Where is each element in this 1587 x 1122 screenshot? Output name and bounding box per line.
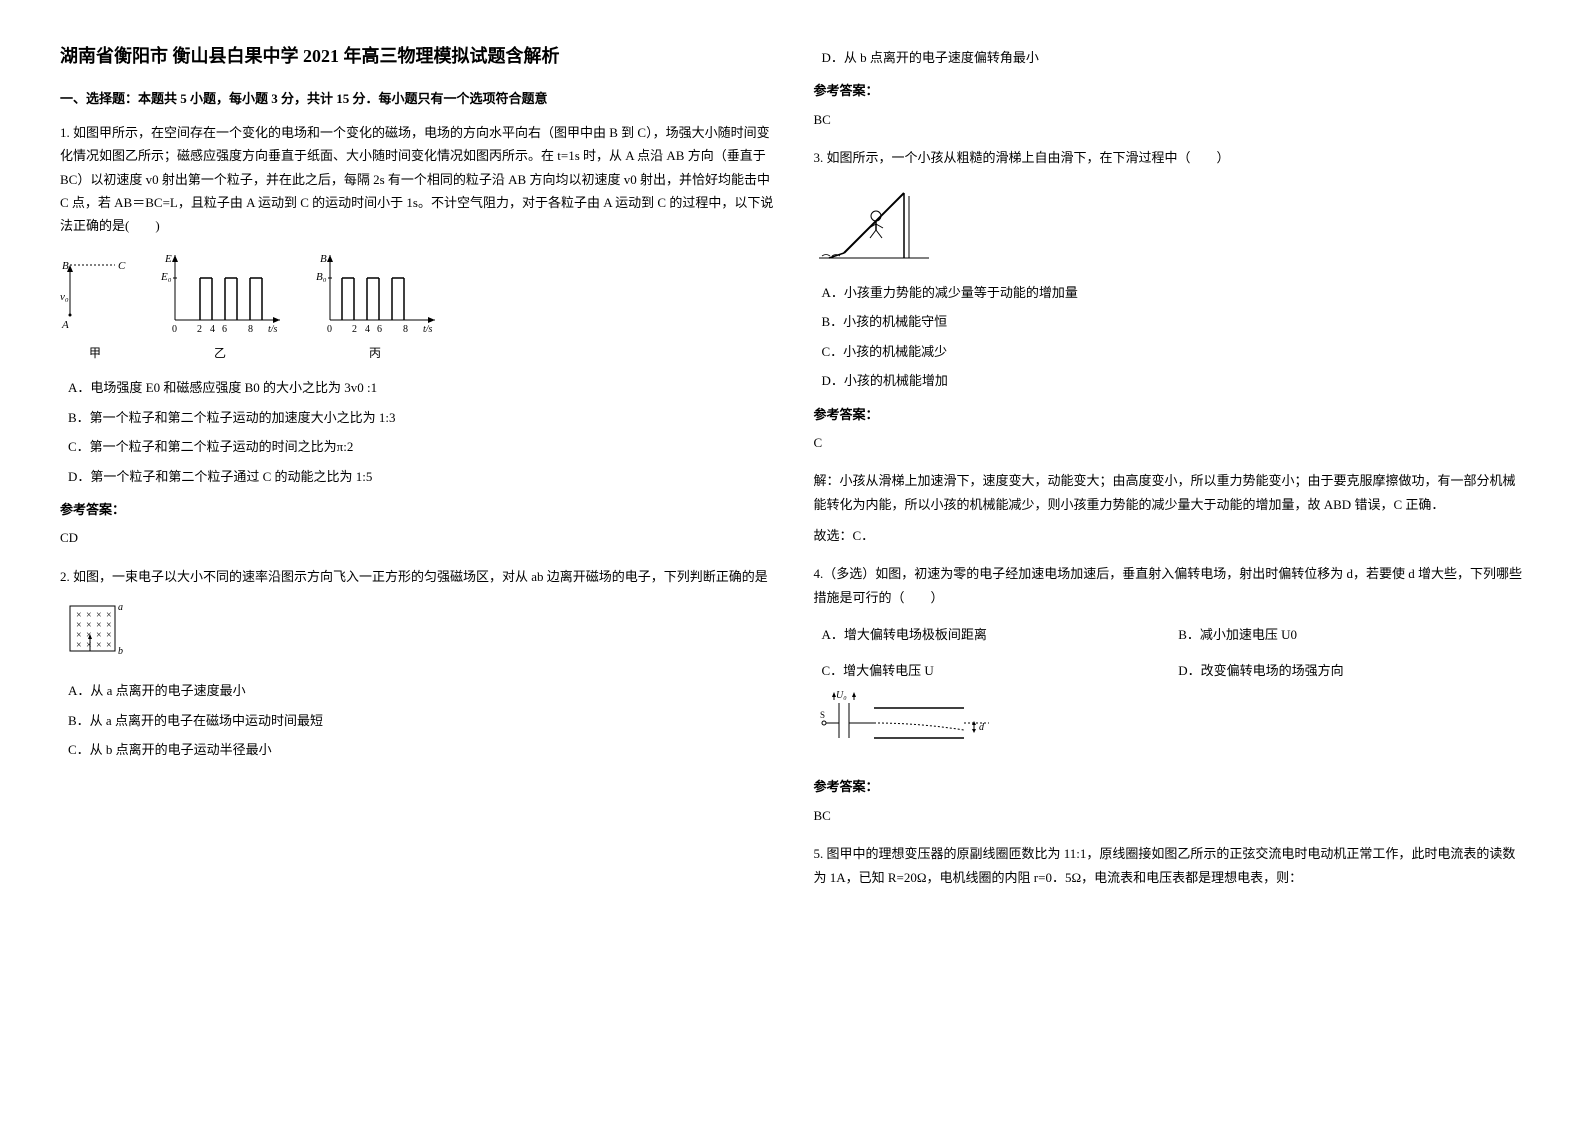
q2-option-a: A．从 a 点离开的电子速度最小 <box>60 679 774 702</box>
q4-answer: BC <box>814 804 1528 827</box>
diagram-bing: B B₀ 0 2 4 6 8 t/s <box>310 250 440 365</box>
label-yi: 乙 <box>155 343 285 365</box>
q1-option-a: A．电场强度 E0 和磁感应强度 B0 的大小之比为 3v0 :1 <box>60 376 774 399</box>
svg-text:8: 8 <box>403 324 408 335</box>
label-jia: 甲 <box>60 343 130 365</box>
svg-text:×: × <box>86 640 92 651</box>
svg-text:×: × <box>96 640 102 651</box>
q4-option-d: D．改变偏转电场的场强方向 <box>1170 659 1527 682</box>
question-4: 4.（多选）如图，初速为零的电子经加速电场加速后，垂直射入偏转电场，射出时偏转位… <box>814 562 1528 827</box>
svg-text:b: b <box>118 646 123 657</box>
q2-option-b: B．从 a 点离开的电子在磁场中运动时间最短 <box>60 709 774 732</box>
svg-text:4: 4 <box>210 324 215 335</box>
q5-text: 5. 图甲中的理想变压器的原副线圈匝数比为 11:1，原线圈接如图乙所示的正弦交… <box>814 842 1528 889</box>
q3-option-c: C．小孩的机械能减少 <box>814 340 1528 363</box>
q2-answer: BC <box>814 108 1528 131</box>
svg-text:A: A <box>61 319 69 331</box>
document-title: 湖南省衡阳市 衡山县白果中学 2021 年高三物理模拟试题含解析 <box>60 40 774 72</box>
svg-text:4: 4 <box>365 324 370 335</box>
svg-text:B₀: B₀ <box>316 271 327 283</box>
q4-text: 4.（多选）如图，初速为零的电子经加速电场加速后，垂直射入偏转电场，射出时偏转位… <box>814 562 1528 609</box>
q3-explanation: 解：小孩从滑梯上加速滑下，速度变大，动能变大；由高度变小，所以重力势能变小；由于… <box>814 469 1528 516</box>
q2-text: 2. 如图，一束电子以大小不同的速率沿图示方向飞入一正方形的匀强磁场区，对从 a… <box>60 565 774 588</box>
q1-option-d: D．第一个粒子和第二个粒子通过 C 的动能之比为 1:5 <box>60 465 774 488</box>
q4-option-a: A．增大偏转电场极板间距离 <box>814 623 1171 646</box>
q1-answer: CD <box>60 526 774 549</box>
question-1: 1. 如图甲所示，在空间存在一个变化的电场和一个变化的磁场，电场的方向水平向右（… <box>60 121 774 550</box>
svg-text:B: B <box>320 253 327 265</box>
section-heading: 一、选择题：本题共 5 小题，每小题 3 分，共计 15 分．每小题只有一个选项… <box>60 87 774 110</box>
q2-option-d: D．从 b 点离开的电子速度偏转角最小 <box>814 46 1528 69</box>
svg-text:0: 0 <box>327 324 332 335</box>
svg-text:E: E <box>164 253 172 265</box>
svg-text:×: × <box>76 640 82 651</box>
svg-text:a: a <box>118 602 123 613</box>
svg-text:S: S <box>820 710 825 720</box>
q3-diagram <box>814 178 934 268</box>
q4-option-c: C．增大偏转电压 U <box>814 659 1171 682</box>
svg-text:C: C <box>118 260 126 272</box>
diagram-jia: B C v₀ A 甲 <box>60 250 130 365</box>
q1-diagrams: B C v₀ A 甲 E E₀ <box>60 250 774 365</box>
q4-option-b: B．减小加速电压 U0 <box>1170 623 1527 646</box>
question-3: 3. 如图所示，一个小孩从粗糙的滑梯上自由滑下，在下滑过程中（ ） A．小孩重力… <box>814 146 1528 547</box>
q1-option-c: C．第一个粒子和第二个粒子运动的时间之比为π:2 <box>60 435 774 458</box>
question-2: 2. 如图，一束电子以大小不同的速率沿图示方向飞入一正方形的匀强磁场区，对从 a… <box>60 565 774 762</box>
q3-option-b: B．小孩的机械能守恒 <box>814 310 1528 333</box>
q3-answer-label: 参考答案： <box>814 403 1528 426</box>
svg-text:U₀: U₀ <box>836 690 847 701</box>
q2-answer-label: 参考答案： <box>814 79 1528 102</box>
left-column: 湖南省衡阳市 衡山县白果中学 2021 年高三物理模拟试题含解析 一、选择题：本… <box>60 40 774 904</box>
svg-text:6: 6 <box>377 324 382 335</box>
question-5: 5. 图甲中的理想变压器的原副线圈匝数比为 11:1，原线圈接如图乙所示的正弦交… <box>814 842 1528 889</box>
q4-options: A．增大偏转电场极板间距离 B．减小加速电压 U0 C．增大偏转电压 U D．改… <box>814 617 1528 688</box>
q2-option-c: C．从 b 点离开的电子运动半径最小 <box>60 738 774 761</box>
diagram-yi: E E₀ 0 2 4 6 8 t/s <box>155 250 285 365</box>
svg-text:t/s: t/s <box>423 324 433 335</box>
svg-text:v₀: v₀ <box>60 291 69 303</box>
q4-diagram: U₀ S d <box>814 688 1014 758</box>
q1-text: 1. 如图甲所示，在空间存在一个变化的电场和一个变化的磁场，电场的方向水平向右（… <box>60 121 774 238</box>
q1-option-b: B．第一个粒子和第二个粒子运动的加速度大小之比为 1:3 <box>60 406 774 429</box>
svg-text:6: 6 <box>222 324 227 335</box>
right-column: D．从 b 点离开的电子速度偏转角最小 参考答案： BC 3. 如图所示，一个小… <box>814 40 1528 904</box>
q3-text: 3. 如图所示，一个小孩从粗糙的滑梯上自由滑下，在下滑过程中（ ） <box>814 146 1528 169</box>
svg-text:t/s: t/s <box>268 324 278 335</box>
svg-text:×: × <box>106 640 112 651</box>
label-bing: 丙 <box>310 343 440 365</box>
svg-text:E₀: E₀ <box>160 271 172 283</box>
svg-text:d: d <box>979 722 985 733</box>
q4-answer-label: 参考答案： <box>814 775 1528 798</box>
svg-text:2: 2 <box>197 324 202 335</box>
svg-text:8: 8 <box>248 324 253 335</box>
q3-answer: C <box>814 431 1528 454</box>
q3-option-a: A．小孩重力势能的减少量等于动能的增加量 <box>814 281 1528 304</box>
svg-text:0: 0 <box>172 324 177 335</box>
svg-text:2: 2 <box>352 324 357 335</box>
q3-option-d: D．小孩的机械能增加 <box>814 369 1528 392</box>
q1-answer-label: 参考答案： <box>60 498 774 521</box>
q2-diagram: a b × × × × × × × × × × × × × × × × <box>60 596 130 666</box>
q3-conclusion: 故选：C． <box>814 524 1528 547</box>
